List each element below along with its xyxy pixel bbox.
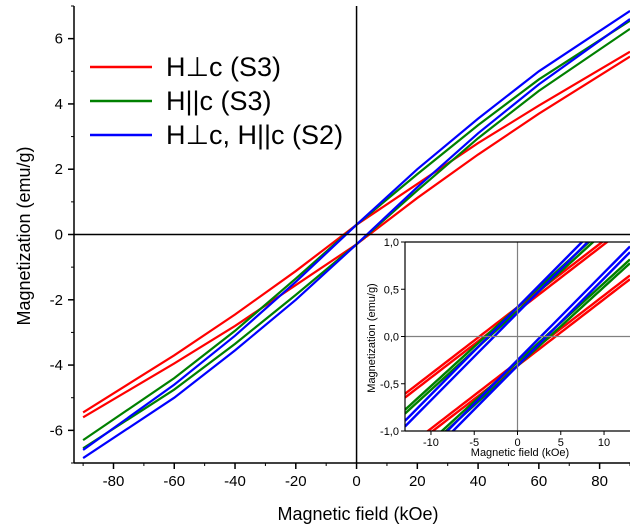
x-tick-label: -40 bbox=[224, 473, 246, 490]
inset-x-tick-label: 10 bbox=[598, 437, 610, 449]
x-tick-label: -20 bbox=[285, 473, 307, 490]
inset-y-tick-label: 0,5 bbox=[384, 284, 399, 296]
inset-y-axis-title: Magnetization (emu/g) bbox=[366, 283, 378, 392]
x-tick-label: -60 bbox=[163, 473, 185, 490]
y-tick-label: -2 bbox=[50, 292, 63, 309]
inset-axes: -10 -5 0 5 10 -1,0 -0,5 0,0 0,5 1,0 bbox=[380, 237, 630, 449]
y-tick-label: 6 bbox=[55, 31, 63, 48]
inset-x-tick-label: -5 bbox=[469, 437, 479, 449]
inset-x-axis-title: Magnetic field (kOe) bbox=[471, 447, 569, 459]
y-tick-label: -4 bbox=[50, 357, 63, 374]
legend-label: H⊥c, H||c (S2) bbox=[166, 120, 343, 150]
x-tick-label: 80 bbox=[591, 473, 608, 490]
inset-y-tick-label: -1,0 bbox=[380, 426, 399, 438]
legend-label: H⊥c (S3) bbox=[166, 52, 281, 82]
inset-x-tick-label: 5 bbox=[558, 437, 564, 449]
x-tick-label: 40 bbox=[470, 473, 487, 490]
y-tick-label: 4 bbox=[55, 96, 63, 113]
inset-y-tick-label: 1,0 bbox=[384, 237, 399, 249]
inset-y-tick-label: -0,5 bbox=[380, 379, 399, 391]
legend: H⊥c (S3) H||c (S3) H⊥c, H||c (S2) bbox=[90, 52, 343, 150]
inset-y-tick-label: 0,0 bbox=[384, 332, 399, 344]
inset-zero-lines bbox=[405, 242, 630, 431]
y-tick-label: -6 bbox=[50, 422, 63, 439]
x-tick-label: 0 bbox=[352, 473, 360, 490]
inset-x-tick-label: -10 bbox=[423, 437, 439, 449]
inset-chart: -10 -5 0 5 10 -1,0 -0,5 0,0 0,5 1,0 Magnetic fiel… bbox=[366, 237, 630, 460]
inset-x-tick-label: 0 bbox=[514, 437, 520, 449]
x-tick-label: 20 bbox=[409, 473, 426, 490]
x-tick-label: -80 bbox=[103, 473, 125, 490]
y-axis-title: Magnetization (emu/g) bbox=[14, 146, 34, 325]
main-zero-lines bbox=[74, 6, 630, 463]
y-tick-label: 2 bbox=[55, 161, 63, 178]
legend-label: H||c (S3) bbox=[166, 86, 272, 116]
x-axis-title: Magnetic field (kOe) bbox=[277, 504, 438, 524]
y-tick-label: 0 bbox=[55, 227, 63, 244]
x-tick-label: 60 bbox=[531, 473, 548, 490]
